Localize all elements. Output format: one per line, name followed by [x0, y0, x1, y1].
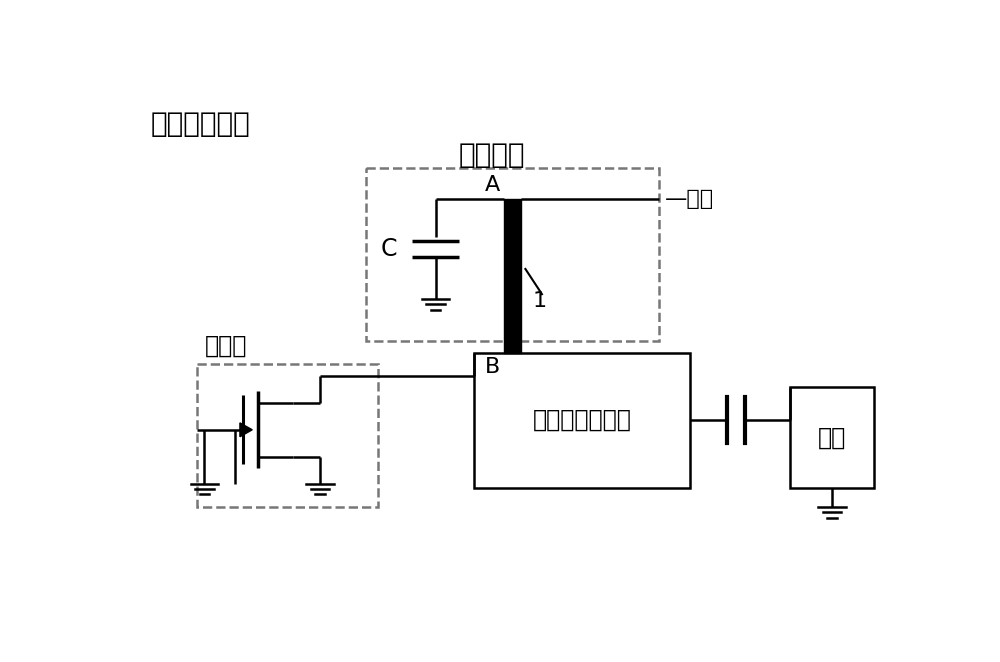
Text: 负载: 负载: [818, 426, 846, 449]
Text: 功放匹配子电路: 功放匹配子电路: [532, 408, 631, 432]
Text: 功放输出电路: 功放输出电路: [151, 111, 250, 138]
Text: B: B: [485, 357, 500, 377]
Text: 1: 1: [533, 291, 547, 311]
Text: A: A: [485, 175, 500, 195]
Text: 功放管: 功放管: [204, 334, 247, 358]
Text: 馈电电路: 馈电电路: [459, 141, 525, 169]
FancyArrow shape: [240, 423, 252, 437]
Text: —电源: —电源: [665, 189, 714, 209]
Text: C: C: [380, 237, 397, 261]
